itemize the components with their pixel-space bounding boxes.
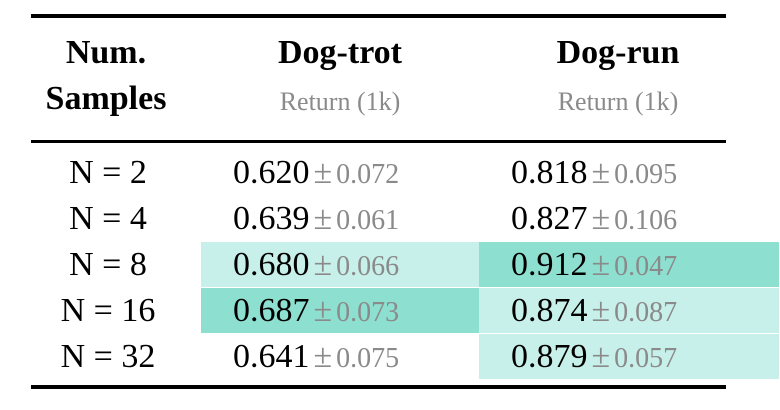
- std-value: 0.066: [336, 251, 400, 282]
- value-group: 0.879 ± 0.057: [511, 334, 677, 385]
- plus-minus-symbol: ±: [591, 292, 611, 329]
- std-value: 0.072: [336, 159, 400, 190]
- plus-minus-symbol: ±: [591, 338, 611, 375]
- num-samples-cell: N = 32: [60, 338, 156, 375]
- std-value: 0.075: [336, 343, 400, 374]
- plus-minus-symbol: ±: [591, 200, 611, 237]
- mean-value: 0.687: [233, 292, 310, 329]
- value-group: 0.818 ± 0.095: [511, 150, 677, 201]
- plus-minus-symbol: ±: [313, 154, 333, 191]
- std-value: 0.095: [614, 159, 678, 190]
- value-group: 0.641 ± 0.075: [233, 334, 399, 385]
- plus-minus-symbol: ±: [313, 292, 333, 329]
- mean-value: 0.827: [511, 200, 588, 237]
- table-row: N = 2 0.620 ± 0.072 0.818 ± 0.095: [31, 150, 726, 195]
- table-row: N = 32 0.641 ± 0.075 0.879 ± 0.057: [31, 334, 779, 379]
- mean-value: 0.620: [233, 154, 310, 191]
- plus-minus-symbol: ±: [313, 200, 333, 237]
- plus-minus-symbol: ±: [313, 338, 333, 375]
- header-dog-run-subtitle: Return (1k): [557, 87, 679, 116]
- header-dog-trot: Dog-trot: [278, 34, 402, 71]
- std-value: 0.106: [614, 205, 678, 236]
- table-row: N = 4 0.639 ± 0.061 0.827 ± 0.106: [31, 196, 726, 241]
- dog-run-cell: 0.818 ± 0.095: [479, 150, 779, 195]
- bottom-rule: [31, 385, 726, 389]
- dog-trot-cell: 0.641 ± 0.075: [201, 334, 509, 379]
- header-dog-trot-subtitle: Return (1k): [279, 87, 401, 116]
- num-samples-cell: N = 4: [69, 200, 147, 237]
- num-samples-cell: N = 16: [60, 292, 156, 329]
- dog-trot-cell: 0.639 ± 0.061: [201, 196, 509, 241]
- mean-value: 0.641: [233, 338, 310, 375]
- value-group: 0.687 ± 0.073: [233, 288, 399, 339]
- dog-trot-cell: 0.687 ± 0.073: [201, 288, 509, 333]
- dog-run-cell: 0.874 ± 0.087: [479, 288, 779, 333]
- header-dog-run: Dog-run: [556, 34, 680, 71]
- mid-rule: [31, 140, 726, 143]
- std-value: 0.057: [614, 343, 678, 374]
- mean-value: 0.818: [511, 154, 588, 191]
- dog-run-cell: 0.912 ± 0.047: [479, 242, 779, 287]
- num-samples-cell: N = 8: [69, 246, 147, 283]
- std-value: 0.061: [336, 205, 400, 236]
- value-group: 0.680 ± 0.066: [233, 242, 399, 293]
- dog-trot-cell: 0.620 ± 0.072: [201, 150, 509, 195]
- header-num-samples-line2: Samples: [45, 80, 167, 117]
- dog-trot-cell: 0.680 ± 0.066: [201, 242, 509, 287]
- mean-value: 0.639: [233, 200, 310, 237]
- plus-minus-symbol: ±: [313, 246, 333, 283]
- mean-value: 0.879: [511, 338, 588, 375]
- std-value: 0.087: [614, 297, 678, 328]
- header-num-samples-line1: Num.: [65, 34, 147, 71]
- plus-minus-symbol: ±: [591, 246, 611, 283]
- value-group: 0.912 ± 0.047: [511, 242, 677, 293]
- table-row: N = 8 0.680 ± 0.066 0.912 ± 0.047: [31, 242, 779, 287]
- std-value: 0.047: [614, 251, 678, 282]
- value-group: 0.874 ± 0.087: [511, 288, 677, 339]
- mean-value: 0.912: [511, 246, 588, 283]
- plus-minus-symbol: ±: [591, 154, 611, 191]
- mean-value: 0.874: [511, 292, 588, 329]
- std-value: 0.073: [336, 297, 400, 328]
- dog-run-cell: 0.827 ± 0.106: [479, 196, 779, 241]
- value-group: 0.639 ± 0.061: [233, 196, 399, 247]
- value-group: 0.827 ± 0.106: [511, 196, 677, 247]
- value-group: 0.620 ± 0.072: [233, 150, 399, 201]
- table-row: N = 16 0.687 ± 0.073 0.874 ± 0.087: [31, 288, 779, 333]
- dog-run-cell: 0.879 ± 0.057: [479, 334, 779, 379]
- num-samples-cell: N = 2: [69, 154, 147, 191]
- top-rule: [31, 14, 726, 18]
- mean-value: 0.680: [233, 246, 310, 283]
